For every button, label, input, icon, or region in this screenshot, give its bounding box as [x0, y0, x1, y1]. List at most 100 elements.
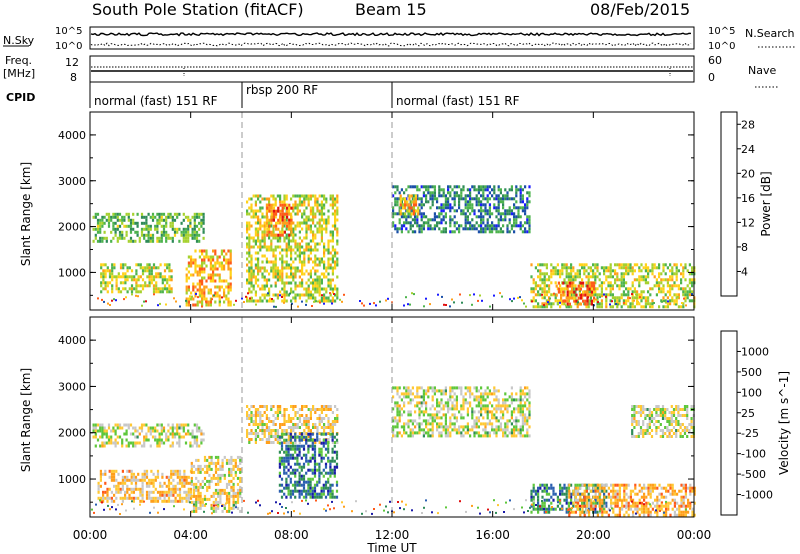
velocity-cell — [318, 471, 321, 475]
power-cell — [429, 191, 432, 195]
power-cell — [201, 261, 204, 265]
power-cell — [269, 297, 271, 300]
power-cell — [192, 261, 195, 265]
velocity-cell — [300, 444, 303, 448]
nave-label: Nave — [748, 64, 776, 77]
power-cell — [212, 273, 215, 277]
velocity-cell — [292, 405, 295, 408]
power-cell — [225, 261, 228, 265]
power-cell — [484, 185, 487, 189]
power-cell — [473, 209, 476, 213]
power-cell — [229, 255, 232, 259]
power-cell — [125, 230, 128, 234]
velocity-cell — [305, 492, 308, 496]
velocity-cell — [316, 462, 319, 466]
velocity-cell — [99, 429, 102, 433]
power-cell — [401, 197, 404, 201]
velocity-cell — [151, 426, 155, 430]
power-cell — [537, 290, 540, 294]
power-cell — [132, 218, 135, 222]
velocity-cell — [484, 389, 487, 393]
power-cell — [319, 301, 321, 304]
power-cell — [458, 185, 461, 189]
velocity-cell — [484, 404, 487, 408]
power-cell — [460, 224, 463, 228]
power-cell — [115, 275, 118, 279]
power-cell — [175, 300, 177, 303]
power-cell — [653, 266, 656, 270]
power-cell — [537, 269, 540, 273]
velocity-cell — [495, 416, 498, 420]
velocity-cell — [176, 481, 179, 485]
power-cell — [410, 212, 413, 216]
power-cell — [466, 218, 469, 222]
power-cell — [161, 275, 164, 279]
velocity-cell — [444, 428, 447, 432]
velocity-cell — [294, 447, 297, 451]
power-cell — [274, 293, 277, 297]
power-cell — [586, 284, 589, 288]
power-cell — [314, 233, 317, 237]
power-cell — [225, 258, 228, 262]
velocity-cell — [246, 429, 249, 432]
velocity-cell — [331, 432, 334, 436]
velocity-cell — [285, 432, 288, 436]
power-cell — [225, 279, 228, 283]
power-cell — [616, 263, 619, 267]
velocity-cell — [296, 459, 299, 463]
power-cell — [294, 206, 297, 210]
velocity-cell — [296, 456, 299, 460]
velocity-cell — [94, 444, 97, 448]
power-cell — [214, 264, 217, 268]
velocity-cell — [285, 477, 288, 481]
velocity-cell — [294, 474, 297, 478]
velocity-cell — [290, 441, 293, 444]
power-cell — [482, 197, 485, 201]
velocity-cell — [309, 432, 312, 436]
velocity-cell — [327, 444, 330, 448]
power-cell — [477, 191, 480, 195]
velocity-cell — [92, 429, 95, 433]
velocity-cell — [515, 434, 518, 438]
velocity-cell — [335, 483, 339, 487]
power-cell — [125, 233, 128, 237]
velocity-cell — [307, 417, 310, 420]
power-cell — [559, 284, 562, 288]
power-cell — [272, 209, 275, 213]
power-cell — [288, 212, 291, 216]
power-cell — [225, 285, 228, 289]
power-cell — [316, 278, 319, 282]
power-cell — [292, 296, 295, 300]
power-cell — [460, 212, 463, 216]
power-cell — [160, 230, 163, 234]
velocity-cell — [279, 408, 282, 411]
freq-tick-top: 12 — [65, 56, 79, 69]
velocity-cell — [165, 484, 168, 488]
velocity-cell — [291, 492, 295, 496]
power-ytick-label: 4000 — [58, 129, 86, 142]
power-cell — [418, 224, 421, 228]
velocity-cell — [513, 428, 516, 432]
power-cell — [418, 212, 421, 216]
velocity-cell — [178, 438, 181, 442]
power-cell — [666, 284, 669, 288]
power-cell — [246, 227, 249, 231]
power-cell — [184, 236, 188, 240]
power-cell — [114, 212, 117, 216]
power-cell — [440, 206, 443, 210]
velocity-cell — [195, 488, 198, 492]
power-cell — [250, 236, 253, 240]
power-cell — [480, 188, 483, 192]
velocity-cell — [495, 425, 498, 429]
velocity-cell — [298, 438, 301, 442]
velocity-cell — [294, 450, 297, 454]
power-cell — [497, 212, 500, 216]
power-cell — [392, 206, 395, 210]
velocity-cell — [302, 486, 306, 490]
velocity-cell — [309, 414, 312, 417]
power-cell — [190, 261, 193, 265]
power-cell — [318, 287, 321, 291]
velocity-cell — [170, 487, 173, 491]
velocity-cell — [329, 405, 332, 408]
velocity-cell — [178, 481, 182, 485]
